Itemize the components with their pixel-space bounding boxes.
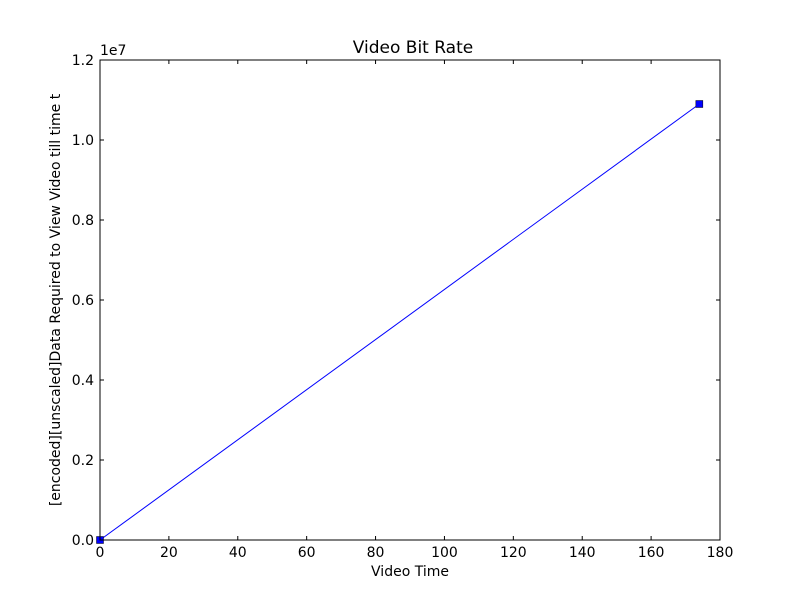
y-tick-label: 1.0 — [72, 133, 94, 149]
x-tick-label: 160 — [638, 545, 665, 561]
x-axis-label: Video Time — [371, 564, 449, 580]
plot-frame — [99, 59, 721, 541]
y-axis-label: [encoded][unscaled]Data Required to View… — [48, 93, 64, 506]
y-tick-label: 1.2 — [72, 53, 94, 69]
data-point-marker — [695, 100, 704, 108]
y-tick-label: 0.4 — [72, 373, 94, 389]
x-tick-label: 180 — [707, 545, 734, 561]
x-tick-label: 0 — [96, 545, 105, 561]
x-tick-label: 140 — [569, 545, 596, 561]
y-tick-label: 0.2 — [72, 453, 94, 469]
y-ticks: 0.0 0.2 0.4 0.6 0.8 1.0 1.2 — [72, 53, 720, 549]
y-tick-label: 0.8 — [72, 213, 94, 229]
x-tick-label: 60 — [298, 545, 316, 561]
x-tick-label: 100 — [431, 545, 458, 561]
chart-title: Video Bit Rate — [353, 38, 473, 58]
y-tick-label: 0.0 — [72, 533, 94, 549]
x-ticks: 0 20 40 60 80 100 120 140 160 180 — [96, 60, 734, 561]
x-tick-label: 120 — [500, 545, 527, 561]
y-tick-label: 0.6 — [72, 293, 94, 309]
x-tick-label: 40 — [229, 545, 247, 561]
x-tick-label: 80 — [367, 545, 385, 561]
x-tick-label: 20 — [160, 545, 178, 561]
series-line — [99, 103, 700, 541]
y-offset-label: 1e7 — [100, 43, 126, 59]
